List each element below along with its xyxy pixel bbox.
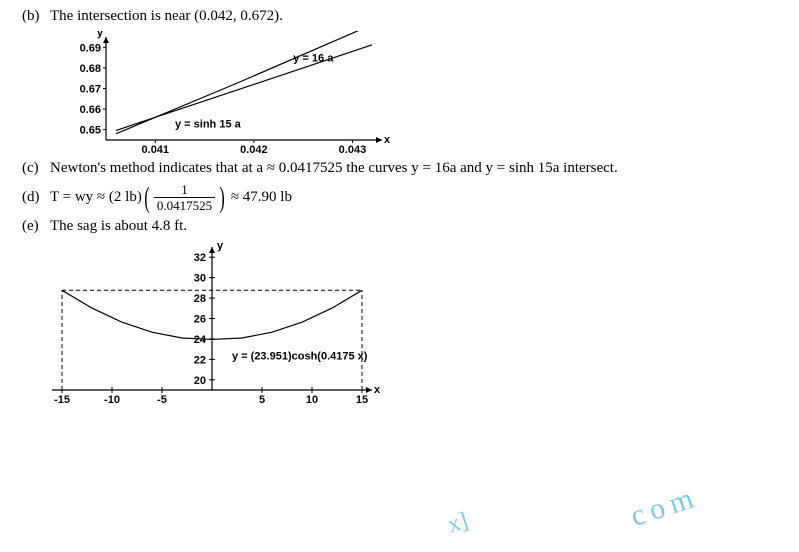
svg-text:0.041: 0.041 (142, 144, 170, 156)
chart-1-svg: x y 0.65 0.66 0.67 0.68 0.69 0.041 0.042 0.043 y =… (62, 31, 392, 156)
svg-text:5: 5 (259, 394, 265, 406)
svg-text:0.65: 0.65 (80, 125, 101, 137)
part-d-label: (d) (22, 189, 50, 206)
frac-den: 0.0417525 (154, 198, 215, 212)
part-d: (d) T = wy ≈ (2 lb)(10.0417525) ≈ 47.90 … (22, 183, 777, 212)
rparen-icon: ) (219, 188, 225, 208)
svg-text:26: 26 (194, 314, 206, 326)
part-b-label: (b) (22, 8, 50, 25)
svg-text:24: 24 (194, 334, 207, 346)
watermark-com: com (626, 480, 703, 534)
svg-text:-5: -5 (157, 394, 167, 406)
svg-text:-15: -15 (54, 394, 70, 406)
svg-text:0.69: 0.69 (80, 42, 101, 54)
svg-text:30: 30 (194, 273, 206, 285)
svg-text:0.66: 0.66 (80, 104, 101, 116)
part-c-label: (c) (22, 160, 50, 177)
part-e-label: (e) (22, 218, 50, 235)
svg-text:x: x (384, 134, 391, 146)
svg-text:15: 15 (356, 394, 368, 406)
svg-text:y: y (217, 241, 224, 252)
svg-text:y = 16 a: y = 16 a (293, 53, 334, 65)
part-b: (b) The intersection is near (0.042, 0.6… (22, 8, 777, 25)
part-d-lhs: T = wy ≈ (2 lb) (50, 189, 142, 205)
watermark-x: x] (444, 508, 471, 540)
svg-text:y = sinh 15 a: y = sinh 15 a (175, 119, 242, 131)
svg-text:28: 28 (194, 293, 206, 305)
svg-text:y: y (97, 31, 104, 39)
part-b-text: The intersection is near (0.042, 0.672). (50, 8, 283, 25)
part-d-expression: T = wy ≈ (2 lb)(10.0417525) ≈ 47.90 lb (50, 183, 292, 212)
svg-text:20: 20 (194, 375, 206, 387)
svg-text:0.043: 0.043 (339, 144, 367, 156)
svg-text:10: 10 (306, 394, 318, 406)
svg-text:22: 22 (194, 354, 206, 366)
lparen-icon: ( (144, 188, 150, 208)
part-c-text: Newton's method indicates that at a ≈ 0.… (50, 160, 618, 177)
svg-text:y = (23.951)cosh(0.4175 x): y = (23.951)cosh(0.4175 x) (232, 350, 368, 362)
svg-text:0.042: 0.042 (240, 144, 268, 156)
chart-1: x y 0.65 0.66 0.67 0.68 0.69 0.041 0.042 0.043 y =… (62, 31, 777, 156)
svg-text:-10: -10 (104, 394, 120, 406)
svg-text:32: 32 (194, 252, 206, 264)
part-d-rhs: ≈ 47.90 lb (231, 189, 292, 205)
part-c: (c) Newton's method indicates that at a … (22, 160, 777, 177)
fraction: 10.0417525 (154, 183, 215, 212)
svg-text:0.68: 0.68 (80, 63, 101, 75)
part-e-text: The sag is about 4.8 ft. (50, 218, 187, 235)
svg-text:x: x (374, 384, 381, 396)
chart-2: x y 20 22 24 26 28 30 32 -15 -10 -5 5 10 15 y = (23.951… (42, 241, 777, 406)
frac-num: 1 (154, 183, 215, 198)
svg-text:0.67: 0.67 (80, 84, 101, 96)
part-e: (e) The sag is about 4.8 ft. (22, 218, 777, 235)
chart-2-svg: x y 20 22 24 26 28 30 32 -15 -10 -5 5 10 15 y = (23.951… (42, 241, 382, 406)
